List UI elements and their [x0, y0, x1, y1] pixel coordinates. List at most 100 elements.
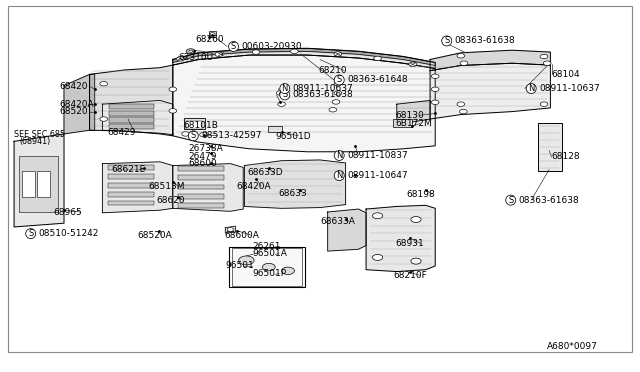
Text: 08510-51242: 08510-51242	[38, 229, 99, 238]
Bar	[178, 203, 224, 208]
Circle shape	[169, 109, 177, 113]
Polygon shape	[173, 55, 435, 152]
Circle shape	[189, 50, 193, 52]
Circle shape	[431, 74, 439, 78]
Text: 68620: 68620	[157, 196, 186, 205]
Polygon shape	[366, 205, 435, 272]
Circle shape	[334, 52, 342, 56]
Polygon shape	[64, 74, 90, 134]
Text: N: N	[336, 151, 342, 160]
Polygon shape	[14, 134, 64, 227]
Circle shape	[540, 54, 548, 59]
Bar	[538, 123, 562, 171]
Circle shape	[543, 61, 551, 65]
Circle shape	[276, 91, 284, 95]
Bar	[268, 126, 282, 132]
Text: 08513-42597: 08513-42597	[201, 131, 262, 140]
Text: N: N	[282, 84, 288, 93]
Circle shape	[282, 267, 294, 275]
Text: 08911-10647: 08911-10647	[347, 171, 408, 180]
Polygon shape	[90, 65, 173, 136]
Bar	[229, 247, 305, 287]
Text: 68633: 68633	[278, 189, 307, 198]
Bar	[109, 118, 154, 123]
Text: S: S	[231, 42, 236, 51]
Text: 68600A: 68600A	[224, 231, 259, 240]
Circle shape	[100, 117, 108, 121]
Bar	[109, 124, 154, 129]
Text: 96501: 96501	[225, 262, 254, 270]
Bar	[209, 31, 216, 37]
Polygon shape	[173, 164, 243, 211]
Circle shape	[169, 87, 177, 92]
Circle shape	[210, 33, 215, 36]
Text: 08911-10637: 08911-10637	[292, 84, 353, 93]
Circle shape	[334, 81, 342, 86]
Bar	[178, 185, 224, 189]
Text: 68429: 68429	[108, 128, 136, 137]
Text: 26261: 26261	[253, 242, 282, 251]
Text: 68128: 68128	[552, 153, 580, 161]
Text: 68210F: 68210F	[394, 271, 428, 280]
Text: S: S	[444, 36, 449, 45]
Polygon shape	[397, 100, 430, 125]
Bar	[108, 192, 154, 196]
Text: 68210: 68210	[319, 66, 348, 75]
Circle shape	[278, 102, 285, 106]
Polygon shape	[244, 160, 346, 208]
Text: 96501A: 96501A	[253, 249, 287, 258]
Circle shape	[374, 56, 381, 61]
Bar	[232, 248, 302, 286]
Text: 68621E: 68621E	[111, 165, 146, 174]
Text: 68101B: 68101B	[183, 121, 218, 130]
Text: 68130: 68130	[396, 111, 424, 120]
Bar	[37, 171, 50, 197]
Circle shape	[460, 61, 468, 65]
Circle shape	[215, 52, 223, 57]
Circle shape	[460, 109, 467, 114]
Bar	[109, 110, 154, 116]
Text: 68420A: 68420A	[60, 100, 94, 109]
Text: S: S	[508, 196, 513, 205]
Text: 08363-61638: 08363-61638	[292, 90, 353, 99]
Text: 68420A: 68420A	[237, 182, 271, 190]
Bar	[393, 119, 412, 127]
Circle shape	[177, 57, 184, 61]
Text: 08911-10637: 08911-10637	[539, 84, 600, 93]
Text: 26479: 26479	[189, 152, 218, 161]
Polygon shape	[90, 74, 95, 131]
Text: 68633D: 68633D	[248, 169, 284, 177]
Text: 68965: 68965	[53, 208, 82, 217]
Text: S: S	[337, 76, 342, 84]
Circle shape	[372, 213, 383, 219]
Bar	[178, 166, 224, 171]
Polygon shape	[430, 50, 550, 71]
Circle shape	[186, 49, 195, 54]
Text: S: S	[191, 131, 196, 140]
Text: (68941): (68941)	[19, 137, 51, 146]
Text: 68104: 68104	[552, 70, 580, 79]
Text: 68600: 68600	[189, 159, 218, 168]
Circle shape	[411, 217, 421, 222]
Polygon shape	[328, 209, 366, 251]
Circle shape	[227, 228, 234, 231]
Circle shape	[457, 102, 465, 106]
Circle shape	[334, 91, 342, 95]
Bar	[108, 201, 154, 205]
Circle shape	[100, 81, 108, 86]
Text: 96501P: 96501P	[253, 269, 287, 278]
Circle shape	[291, 49, 298, 54]
Circle shape	[200, 132, 207, 137]
Bar	[19, 156, 58, 212]
Text: A680*0097: A680*0097	[547, 342, 598, 351]
Text: 96501D: 96501D	[275, 132, 311, 141]
Text: 68520: 68520	[60, 107, 88, 116]
Text: 08363-61638: 08363-61638	[518, 196, 579, 205]
Bar	[108, 183, 154, 187]
Text: S: S	[282, 90, 287, 99]
Circle shape	[262, 263, 275, 271]
Bar	[108, 174, 154, 179]
Text: 68633A: 68633A	[320, 217, 355, 226]
Circle shape	[252, 50, 260, 54]
Polygon shape	[430, 63, 550, 119]
